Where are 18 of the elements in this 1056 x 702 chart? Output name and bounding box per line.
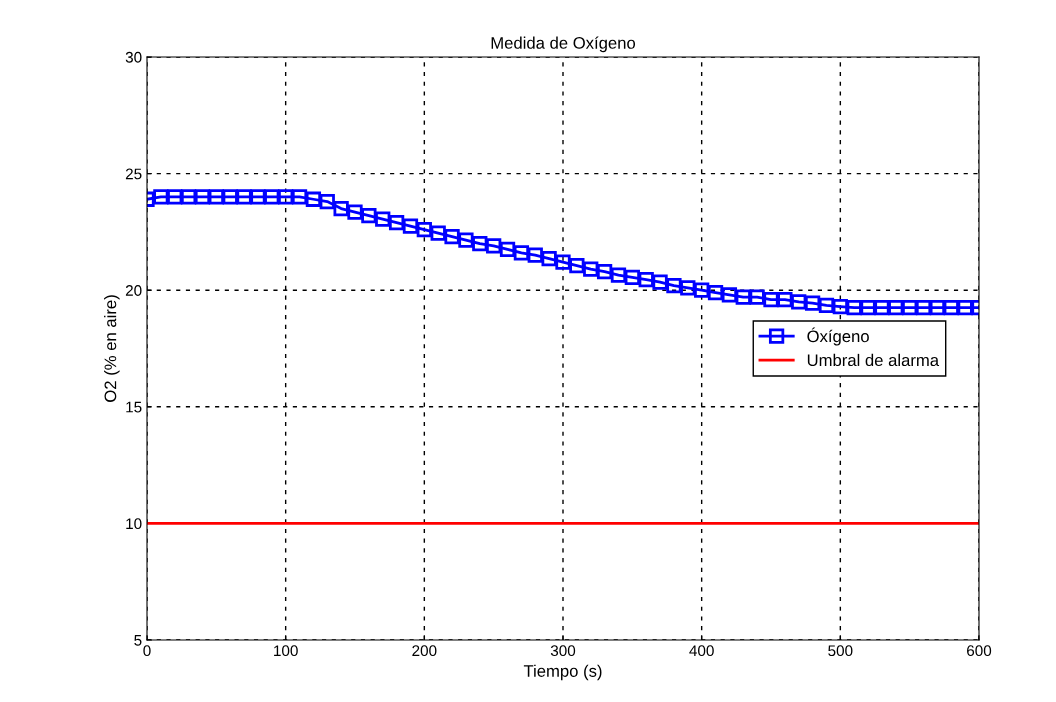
y-tick-label: 30 — [125, 51, 142, 63]
legend-label: Umbral de alarma — [807, 353, 940, 367]
y-axis-title: O2 (% en aire) — [104, 295, 120, 402]
x-tick-label: 200 — [412, 645, 437, 657]
x-tick-label: 0 — [143, 645, 151, 657]
legend-label: Óxígeno — [807, 327, 869, 346]
x-axis-title: Tiempo (s) — [523, 664, 602, 681]
x-tick-label: 100 — [274, 645, 298, 657]
x-tick-label: 500 — [828, 645, 853, 657]
x-tick-label: 400 — [689, 645, 714, 657]
chart-title: Medida de Oxígeno — [491, 36, 636, 53]
y-tick-label: 20 — [125, 285, 142, 296]
y-tick-label: 10 — [126, 518, 142, 530]
y-tick-label: 25 — [125, 168, 142, 180]
x-tick-label: 300 — [550, 645, 576, 657]
y-tick-label: 5 — [134, 635, 142, 646]
y-tick-label: 15 — [126, 401, 142, 413]
x-tick-label: 600 — [967, 645, 992, 657]
